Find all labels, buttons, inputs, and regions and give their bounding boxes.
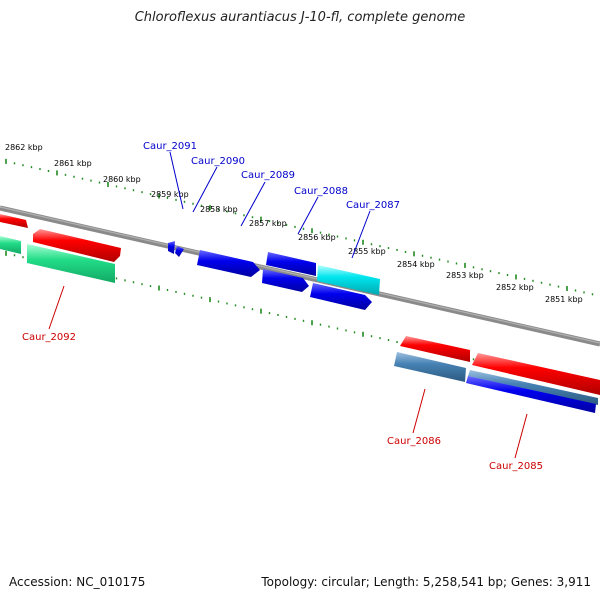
kbp-tick-label: 2858 kbp — [200, 205, 238, 214]
gene-leader-line — [169, 151, 184, 210]
accession-text: Accession: NC_010175 — [9, 575, 146, 589]
gene-leader-line — [297, 196, 319, 235]
gene-arrow-caur-2088[interactable] — [262, 269, 309, 292]
gene-label-caur-2085[interactable]: Caur_2085 — [489, 461, 543, 472]
kbp-tick-label: 2861 kbp — [54, 159, 92, 168]
map-title: Chloroflexus aurantiacus J-10-fl, comple… — [134, 10, 466, 25]
gene-label-caur-2089[interactable]: Caur_2089 — [241, 170, 295, 181]
kbp-tick-label: 2859 kbp — [151, 190, 189, 199]
gene-leader-line — [514, 413, 528, 459]
gene-arrow-caur-2092-red[interactable] — [33, 229, 121, 262]
gene-leader-line — [192, 166, 218, 213]
gene-label-caur-2090[interactable]: Caur_2090 — [191, 156, 245, 167]
kbp-tick-label: 2855 kbp — [348, 247, 386, 256]
gene-arrow-caur-2092-green[interactable] — [27, 244, 115, 283]
kbp-tick-track-top — [5, 158, 594, 296]
gene-arrow-caur-2091[interactable] — [168, 241, 175, 254]
gene-arrow-caur-2090[interactable] — [197, 250, 260, 277]
gene-leader-line — [351, 210, 371, 259]
kbp-tick-label: 2857 kbp — [249, 219, 287, 228]
gene-arrow-red-left-edge[interactable] — [0, 214, 28, 228]
kbp-tick-label: 2853 kbp — [446, 271, 484, 280]
gene-arrow-caur-2085-steel[interactable] — [468, 370, 598, 405]
gene-label-caur-2092[interactable]: Caur_2092 — [22, 332, 76, 343]
kbp-tick-label: 2856 kbp — [298, 233, 336, 242]
kbp-tick-label: 2852 kbp — [496, 283, 534, 292]
gene-arrow-caur-2089[interactable] — [266, 252, 316, 276]
gene-label-caur-2091[interactable]: Caur_2091 — [143, 141, 197, 152]
gene-arrow-caur-2085-red[interactable] — [472, 353, 600, 395]
genome-backbone-highlight — [0, 206, 600, 344]
kbp-tick-label: 2860 kbp — [103, 175, 141, 184]
gene-arrow-caur-2087[interactable] — [317, 265, 380, 295]
gene-arrow-caur-2086[interactable] — [394, 352, 466, 382]
gene-label-caur-2086[interactable]: Caur_2086 — [387, 436, 441, 447]
gene-arrow-caur-2085[interactable] — [466, 376, 596, 413]
gene-leader-line — [48, 285, 65, 330]
gene-label-caur-2088[interactable]: Caur_2088 — [294, 186, 348, 197]
gene-arrow-caur-2086-red[interactable] — [400, 336, 470, 362]
kbp-tick-label: 2862 kbp — [5, 143, 43, 152]
genome-backbone — [0, 205, 600, 347]
gene-leader-line — [412, 388, 426, 434]
gene-arrow-caur-2091b[interactable] — [175, 246, 184, 257]
gene-arrow-caur-2087b[interactable] — [310, 283, 372, 310]
gene-label-caur-2087[interactable]: Caur_2087 — [346, 200, 400, 211]
kbp-tick-label: 2854 kbp — [397, 260, 435, 269]
gene-arrow-green-left-edge[interactable] — [0, 236, 21, 254]
kbp-tick-label: 2851 kbp — [545, 295, 583, 304]
genome-stats-text: Topology: circular; Length: 5,258,541 bp… — [261, 575, 591, 589]
gene-leader-line — [240, 181, 266, 227]
